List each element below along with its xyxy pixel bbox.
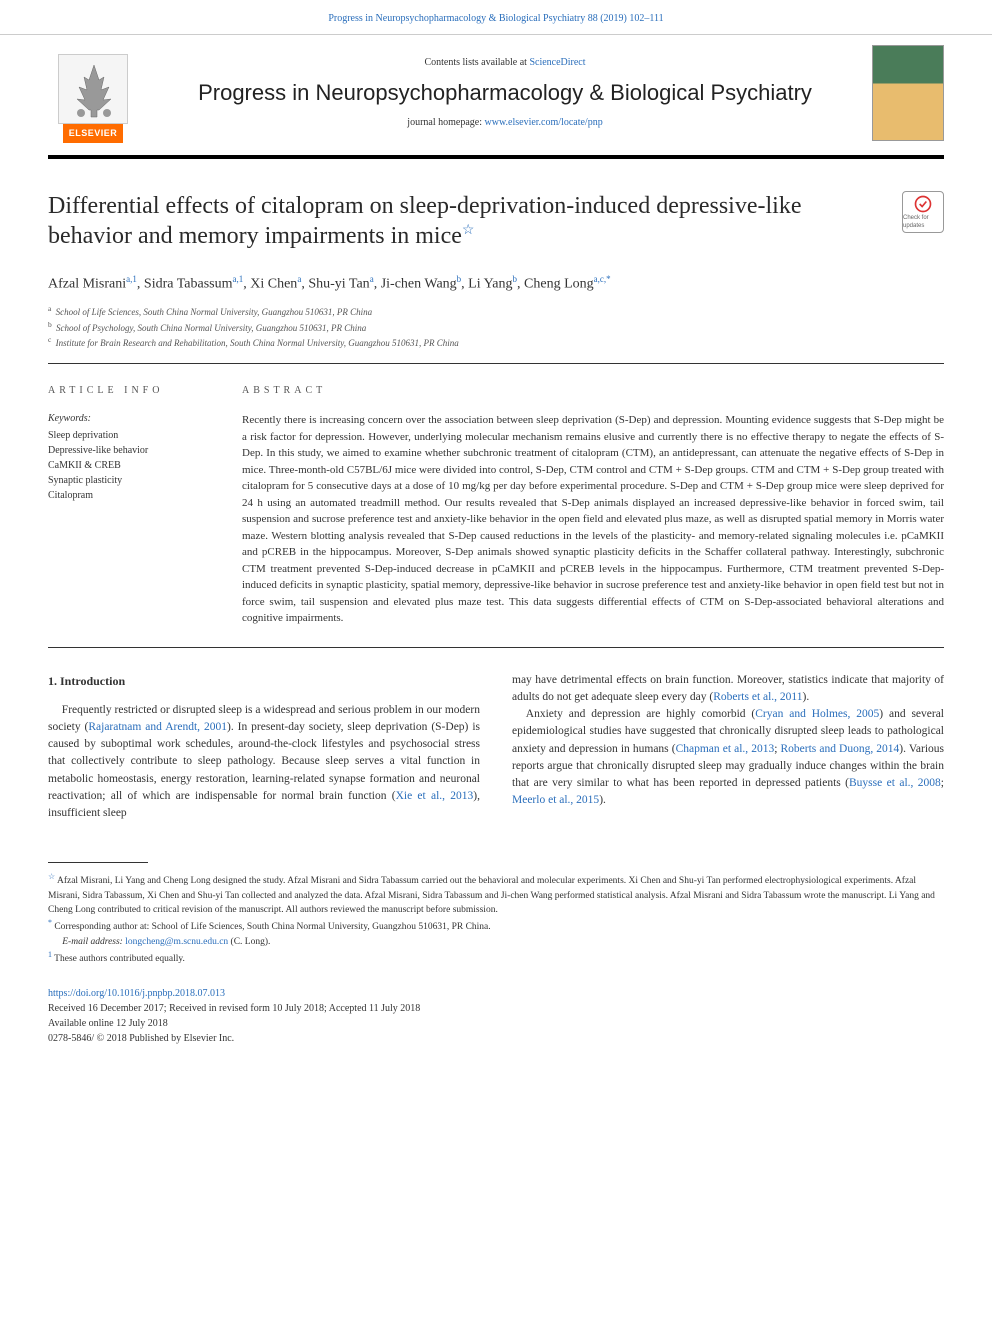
body-text: ; [941, 777, 944, 789]
received-line: Received 16 December 2017; Received in r… [48, 1001, 944, 1016]
citation[interactable]: Rajaratnam and Arendt, 2001 [88, 721, 227, 733]
affiliation-item: a School of Life Sciences, South China N… [48, 304, 944, 319]
paper-title: Differential effects of citalopram on sl… [48, 191, 882, 251]
keyword-item: CaMKII & CREB [48, 458, 218, 473]
abstract-column: ABSTRACT Recently there is increasing co… [242, 384, 944, 627]
header-citation: Progress in Neuropsychopharmacology & Bi… [0, 0, 992, 34]
authors: Afzal Misrania,1, Sidra Tabassuma,1, Xi … [0, 267, 992, 304]
body-text: ). [599, 794, 606, 806]
footnote-corr-text: Corresponding author at: School of Life … [54, 922, 490, 932]
footnote-equal-sup: 1 [48, 950, 52, 959]
body-col-left: 1. Introduction Frequently restricted or… [48, 672, 480, 823]
footnote-corr-sup: * [48, 918, 52, 927]
intro-heading: 1. Introduction [48, 672, 480, 690]
citation[interactable]: Buysse et al., 2008 [849, 777, 941, 789]
email-link[interactable]: longcheng@m.scnu.edu.cn [125, 937, 228, 947]
title-block: Differential effects of citalopram on sl… [0, 159, 992, 267]
body-text: ). [803, 691, 810, 703]
footnote-equal: 1 These authors contributed equally. [48, 949, 944, 966]
elsevier-logo: ELSEVIER [48, 43, 138, 143]
homepage-link[interactable]: www.elsevier.com/locate/pnp [485, 117, 603, 128]
masthead: ELSEVIER Contents lists available at Sci… [0, 34, 992, 151]
title-text: Differential effects of citalopram on sl… [48, 193, 801, 249]
elsevier-tree-icon [58, 54, 128, 124]
journal-homepage: journal homepage: www.elsevier.com/locat… [158, 116, 852, 130]
elsevier-label: ELSEVIER [63, 124, 124, 143]
article-info-label: ARTICLE INFO [48, 384, 218, 398]
citation[interactable]: Cryan and Holmes, 2005 [755, 708, 879, 720]
keyword-item: Depressive-like behavior [48, 443, 218, 458]
article-info: ARTICLE INFO Keywords: Sleep deprivation… [48, 384, 218, 627]
citation[interactable]: Roberts and Duong, 2014 [781, 743, 900, 755]
body-text: Anxiety and depression are highly comorb… [526, 708, 755, 720]
keyword-item: Synaptic plasticity [48, 473, 218, 488]
copyright-line: 0278-5846/ © 2018 Published by Elsevier … [48, 1031, 944, 1046]
journal-cover-icon [872, 45, 944, 141]
contents-list-text: Contents lists available at ScienceDirec… [158, 56, 852, 70]
sciencedirect-link[interactable]: ScienceDirect [529, 57, 585, 68]
abstract-label: ABSTRACT [242, 384, 944, 398]
footnote-contributions: ☆ Afzal Misrani, Li Yang and Cheng Long … [48, 871, 944, 917]
intro-p1: Frequently restricted or disrupted sleep… [48, 702, 480, 823]
available-line: Available online 12 July 2018 [48, 1016, 944, 1031]
homepage-prefix: journal homepage: [407, 117, 484, 128]
keyword-item: Sleep deprivation [48, 428, 218, 443]
publication-info: https://doi.org/10.1016/j.pnpbp.2018.07.… [0, 986, 992, 1070]
masthead-center: Contents lists available at ScienceDirec… [158, 56, 852, 131]
email-suffix: (C. Long). [228, 937, 270, 947]
footnote-rule [48, 862, 148, 863]
footnote-corresponding: * Corresponding author at: School of Lif… [48, 917, 944, 934]
abstract-text: Recently there is increasing concern ove… [242, 412, 944, 627]
check-badge-label: Check for updates [903, 214, 943, 231]
keywords-list: Sleep deprivationDepressive-like behavio… [48, 428, 218, 503]
check-updates-badge[interactable]: Check for updates [902, 191, 944, 233]
citation[interactable]: Chapman et al., 2013 [676, 743, 775, 755]
footnote-email: E-mail address: longcheng@m.scnu.edu.cn … [48, 935, 944, 949]
doi-link[interactable]: https://doi.org/10.1016/j.pnpbp.2018.07.… [48, 988, 225, 999]
contents-prefix: Contents lists available at [424, 57, 529, 68]
body-col-right: may have detrimental effects on brain fu… [512, 672, 944, 823]
info-abstract-row: ARTICLE INFO Keywords: Sleep deprivation… [0, 364, 992, 647]
title-star: ☆ [462, 223, 475, 238]
affiliation-item: b School of Psychology, South China Norm… [48, 320, 944, 335]
keyword-item: Citalopram [48, 488, 218, 503]
citation[interactable]: Xie et al., 2013 [396, 790, 474, 802]
body-section: 1. Introduction Frequently restricted or… [0, 648, 992, 847]
keywords-label: Keywords: [48, 412, 218, 426]
footnotes: ☆ Afzal Misrani, Li Yang and Cheng Long … [0, 846, 992, 986]
footnote-equal-text: These authors contributed equally. [54, 954, 185, 964]
citation[interactable]: Meerlo et al., 2015 [512, 794, 599, 806]
citation[interactable]: Roberts et al., 2011 [713, 691, 802, 703]
footnote-star-text: Afzal Misrani, Li Yang and Cheng Long de… [48, 876, 935, 915]
affiliation-item: c Institute for Brain Research and Rehab… [48, 335, 944, 350]
intro-p1-cont: may have detrimental effects on brain fu… [512, 672, 944, 707]
footnote-star-sup: ☆ [48, 872, 55, 881]
email-label: E-mail address: [62, 937, 125, 947]
journal-name: Progress in Neuropsychopharmacology & Bi… [158, 78, 852, 109]
intro-p2: Anxiety and depression are highly comorb… [512, 706, 944, 810]
affiliations: a School of Life Sciences, South China N… [0, 304, 992, 363]
